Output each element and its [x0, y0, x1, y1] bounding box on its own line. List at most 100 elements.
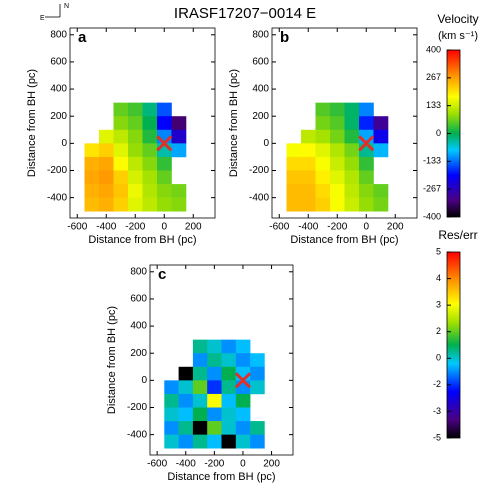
- bh-marker: [156, 135, 173, 152]
- cell: [192, 393, 208, 408]
- y-axis-label: Distance from BH (pc): [106, 306, 118, 414]
- cell: [128, 102, 143, 117]
- cell: [128, 170, 143, 185]
- cell: [221, 353, 237, 368]
- cell: [250, 380, 265, 395]
- y-tick-label: 200: [252, 111, 269, 122]
- cell: [344, 184, 360, 198]
- cell: [330, 143, 345, 158]
- cell: [207, 339, 222, 354]
- cell: [286, 156, 302, 171]
- y-axis-label: Distance from BH (pc): [26, 69, 38, 177]
- cell: [192, 353, 208, 368]
- x-tick-label: -400: [176, 459, 196, 470]
- plot-frame: [271, 27, 418, 219]
- cell: [221, 380, 237, 395]
- cell: [128, 156, 143, 171]
- cell: [113, 184, 129, 198]
- cell: [84, 156, 100, 171]
- cell: [207, 434, 222, 449]
- colorbar-tick-label: -267: [423, 184, 441, 194]
- panel-label: b: [280, 29, 289, 46]
- colorbar-tick-label: 133: [426, 100, 441, 110]
- cell: [99, 197, 114, 212]
- cell: [207, 421, 222, 435]
- cell: [99, 184, 114, 198]
- colorbar-title: Velocity: [437, 12, 478, 26]
- compass-east: E: [40, 15, 45, 22]
- colorbar-tick-label: 400: [426, 44, 441, 54]
- cell: [157, 170, 172, 185]
- colorbar-unit: (km s⁻¹): [438, 30, 478, 42]
- panel: -600 -400 -200 0 200 -400 -200 0 200 400 600 800 Dis…: [228, 27, 418, 246]
- cell: [142, 197, 158, 212]
- cell: [301, 156, 316, 171]
- y-tick-label: -200: [47, 165, 67, 176]
- compass-north: N: [64, 3, 69, 10]
- cell: [221, 434, 237, 449]
- colorbar-tick-label: 267: [426, 72, 441, 82]
- cell: [359, 197, 374, 212]
- cell: [142, 102, 158, 117]
- x-tick-label: -600: [147, 459, 167, 470]
- cell: [359, 156, 374, 171]
- y-tick-label: 400: [130, 321, 147, 332]
- cell: [373, 129, 389, 144]
- cell: [99, 156, 114, 171]
- cell: [344, 143, 360, 158]
- panel: -600 -400 -200 0 200 -400 -200 0 200 400 600 800 Dis…: [106, 264, 294, 483]
- cell: [142, 184, 158, 198]
- cell: [330, 116, 345, 131]
- cell: [171, 143, 187, 158]
- panel-label: a: [78, 29, 87, 46]
- cell: [128, 129, 143, 144]
- cell: [344, 116, 360, 131]
- cell: [373, 184, 389, 198]
- cell: [178, 380, 194, 395]
- cell: [164, 393, 179, 408]
- cell: [178, 366, 194, 381]
- cell: [250, 353, 265, 368]
- colorbar-tick-label: -3: [433, 406, 441, 416]
- cell: [207, 353, 222, 368]
- cell: [235, 353, 251, 368]
- cell: [128, 143, 143, 158]
- cell: [373, 197, 389, 212]
- y-tick-label: 0: [61, 138, 67, 149]
- panel-label: c: [158, 266, 166, 283]
- x-tick-label: 200: [263, 459, 280, 470]
- x-tick-label: -400: [96, 222, 116, 233]
- y-tick-label: 800: [252, 29, 269, 40]
- cell: [315, 156, 331, 171]
- x-tick-label: -200: [204, 459, 224, 470]
- cell: [286, 184, 302, 198]
- colorbar-tick-label: 0: [436, 128, 441, 138]
- x-tick-label: -400: [298, 222, 318, 233]
- cell: [359, 102, 374, 117]
- cell: [192, 434, 208, 449]
- cell: [344, 197, 360, 212]
- y-tick-label: 600: [50, 57, 67, 68]
- cell: [330, 170, 345, 185]
- cell: [344, 170, 360, 185]
- cell: [330, 197, 345, 212]
- cell: [113, 170, 129, 185]
- cell: [157, 156, 172, 171]
- colorbar-tick-label: 3: [436, 300, 441, 310]
- cell: [301, 184, 316, 198]
- cell: [315, 116, 331, 131]
- y-tick-label: -400: [47, 192, 67, 203]
- cell: [192, 407, 208, 422]
- colorbar-tick-label: 5: [436, 246, 441, 256]
- x-tick-label: -200: [125, 222, 145, 233]
- x-tick-label: 0: [240, 459, 246, 470]
- cell: [113, 102, 129, 117]
- cell: [164, 421, 179, 435]
- cell: [157, 197, 172, 212]
- cell: [207, 407, 222, 422]
- cell: [142, 170, 158, 185]
- cell: [301, 129, 316, 144]
- cell: [344, 156, 360, 171]
- figure-title: IRASF17207−0014 E: [174, 5, 316, 22]
